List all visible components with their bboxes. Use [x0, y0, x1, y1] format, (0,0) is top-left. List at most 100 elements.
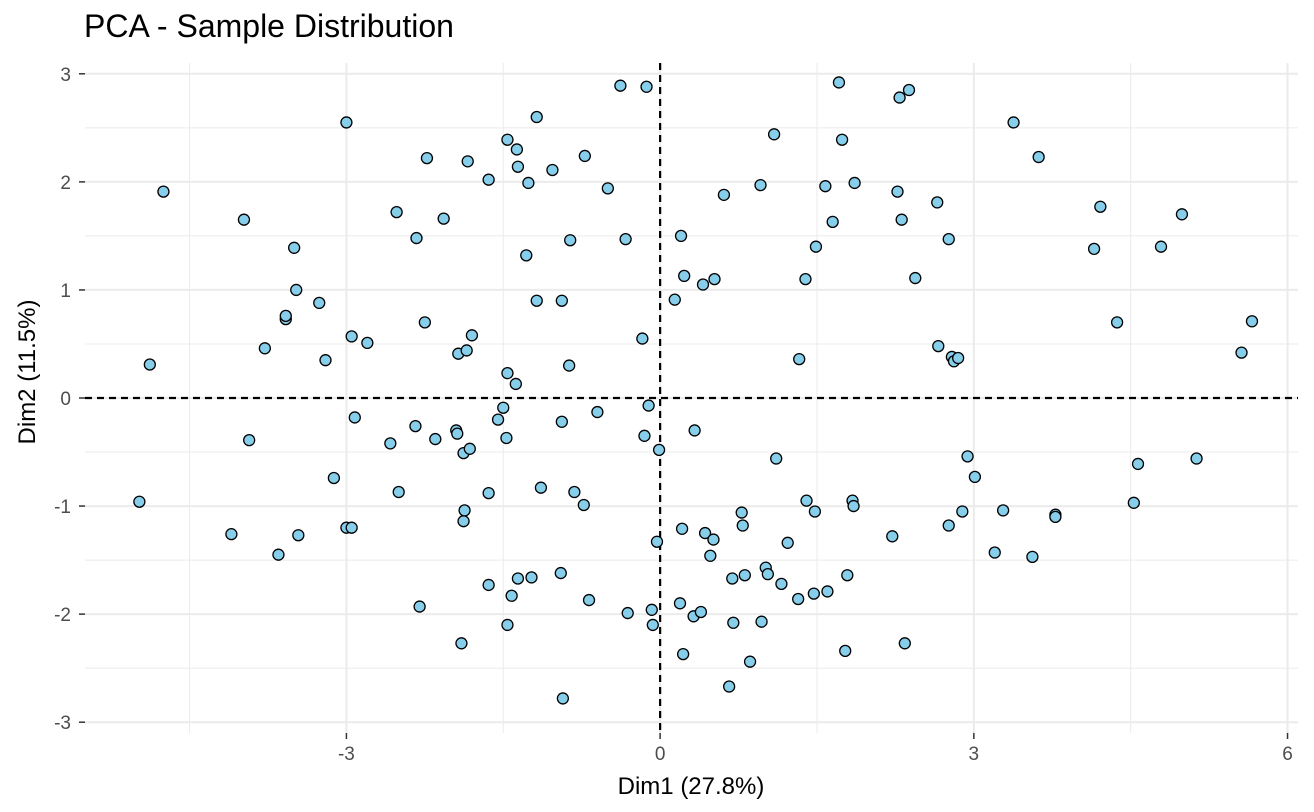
data-point — [418, 316, 431, 329]
data-point — [1032, 150, 1045, 164]
data-point — [674, 229, 688, 243]
data-point — [601, 182, 614, 195]
data-point — [577, 498, 590, 512]
data-point — [313, 296, 326, 310]
data-point — [510, 143, 524, 156]
data-point — [458, 504, 471, 517]
data-point — [767, 128, 781, 141]
data-point — [781, 536, 794, 549]
y-axis-title: Dim2 (11.5%) — [14, 300, 41, 445]
data-point — [932, 339, 945, 353]
y-tick-label: -2 — [54, 605, 71, 626]
data-point — [1026, 550, 1039, 564]
data-point — [826, 215, 839, 229]
data-point — [451, 427, 464, 440]
data-point — [501, 366, 514, 380]
x-tick-label: 6 — [1282, 744, 1293, 765]
data-point — [738, 569, 751, 582]
data-point — [482, 486, 495, 500]
data-point — [821, 585, 834, 598]
data-point — [465, 329, 479, 342]
data-point — [694, 605, 708, 619]
data-point — [522, 176, 535, 190]
data-point — [726, 572, 739, 585]
data-point — [688, 424, 701, 437]
data-point — [457, 515, 470, 528]
data-point — [650, 535, 664, 548]
data-point — [290, 283, 303, 297]
data-point — [708, 272, 721, 286]
data-point — [646, 618, 659, 632]
data-point — [413, 600, 426, 613]
data-point — [642, 399, 655, 412]
data-point — [1245, 315, 1259, 328]
data-point — [327, 471, 341, 485]
data-point — [555, 415, 568, 428]
reference-lines — [85, 63, 1298, 733]
data-point — [482, 173, 495, 186]
data-point — [839, 644, 852, 658]
data-point — [511, 160, 525, 173]
data-point — [237, 213, 251, 226]
data-point — [1131, 457, 1145, 471]
data-point — [1235, 346, 1248, 359]
data-point — [460, 344, 473, 357]
data-point — [1049, 510, 1062, 524]
data-point — [800, 494, 813, 507]
data-point — [133, 495, 146, 508]
data-point — [409, 419, 422, 433]
data-point — [143, 358, 156, 371]
data-point — [707, 533, 720, 546]
data-point — [717, 188, 731, 201]
data-point — [793, 352, 806, 366]
data-point — [530, 110, 543, 124]
data-point — [582, 593, 596, 607]
data-point — [591, 405, 604, 419]
data-point — [808, 505, 822, 518]
data-point — [1094, 200, 1107, 213]
y-tick-label: 1 — [60, 281, 71, 302]
data-point — [847, 499, 860, 513]
data-point — [258, 342, 272, 355]
data-point — [727, 616, 740, 629]
data-point — [511, 572, 525, 585]
data-point — [832, 76, 846, 89]
data-point — [564, 234, 577, 247]
chart-title: PCA - Sample Distribution — [84, 8, 454, 44]
y-tick-label: -1 — [54, 497, 71, 518]
data-point — [841, 569, 854, 582]
data-point — [482, 578, 495, 592]
data-point — [279, 309, 292, 323]
data-point — [568, 485, 581, 499]
data-point — [968, 470, 982, 484]
data-point — [743, 655, 757, 668]
data-point — [509, 377, 522, 391]
data-point — [755, 615, 768, 628]
data-point — [410, 231, 423, 245]
data-point — [996, 504, 1010, 517]
data-point — [819, 180, 832, 193]
data-point — [799, 272, 812, 286]
data-point — [698, 526, 712, 540]
data-point — [520, 249, 533, 262]
data-point — [676, 647, 690, 661]
tick-labels: -3 0 3 6 -3 -2 -1 0 1 2 3 — [54, 65, 1293, 765]
data-point — [1154, 240, 1168, 253]
data-point — [673, 597, 687, 610]
data-point — [501, 618, 514, 632]
data-point — [455, 637, 468, 650]
data-point — [348, 411, 361, 424]
data-point — [895, 213, 908, 226]
data-point — [891, 185, 904, 198]
data-point — [902, 83, 916, 97]
axis-ticks — [79, 73, 1289, 739]
data-points — [133, 76, 1259, 705]
x-tick-label: -3 — [338, 744, 355, 765]
data-point — [463, 442, 476, 455]
data-point — [886, 530, 899, 543]
data-point — [645, 603, 658, 616]
data-point — [652, 443, 666, 457]
y-tick-label: 0 — [60, 389, 71, 410]
data-point — [956, 505, 969, 518]
